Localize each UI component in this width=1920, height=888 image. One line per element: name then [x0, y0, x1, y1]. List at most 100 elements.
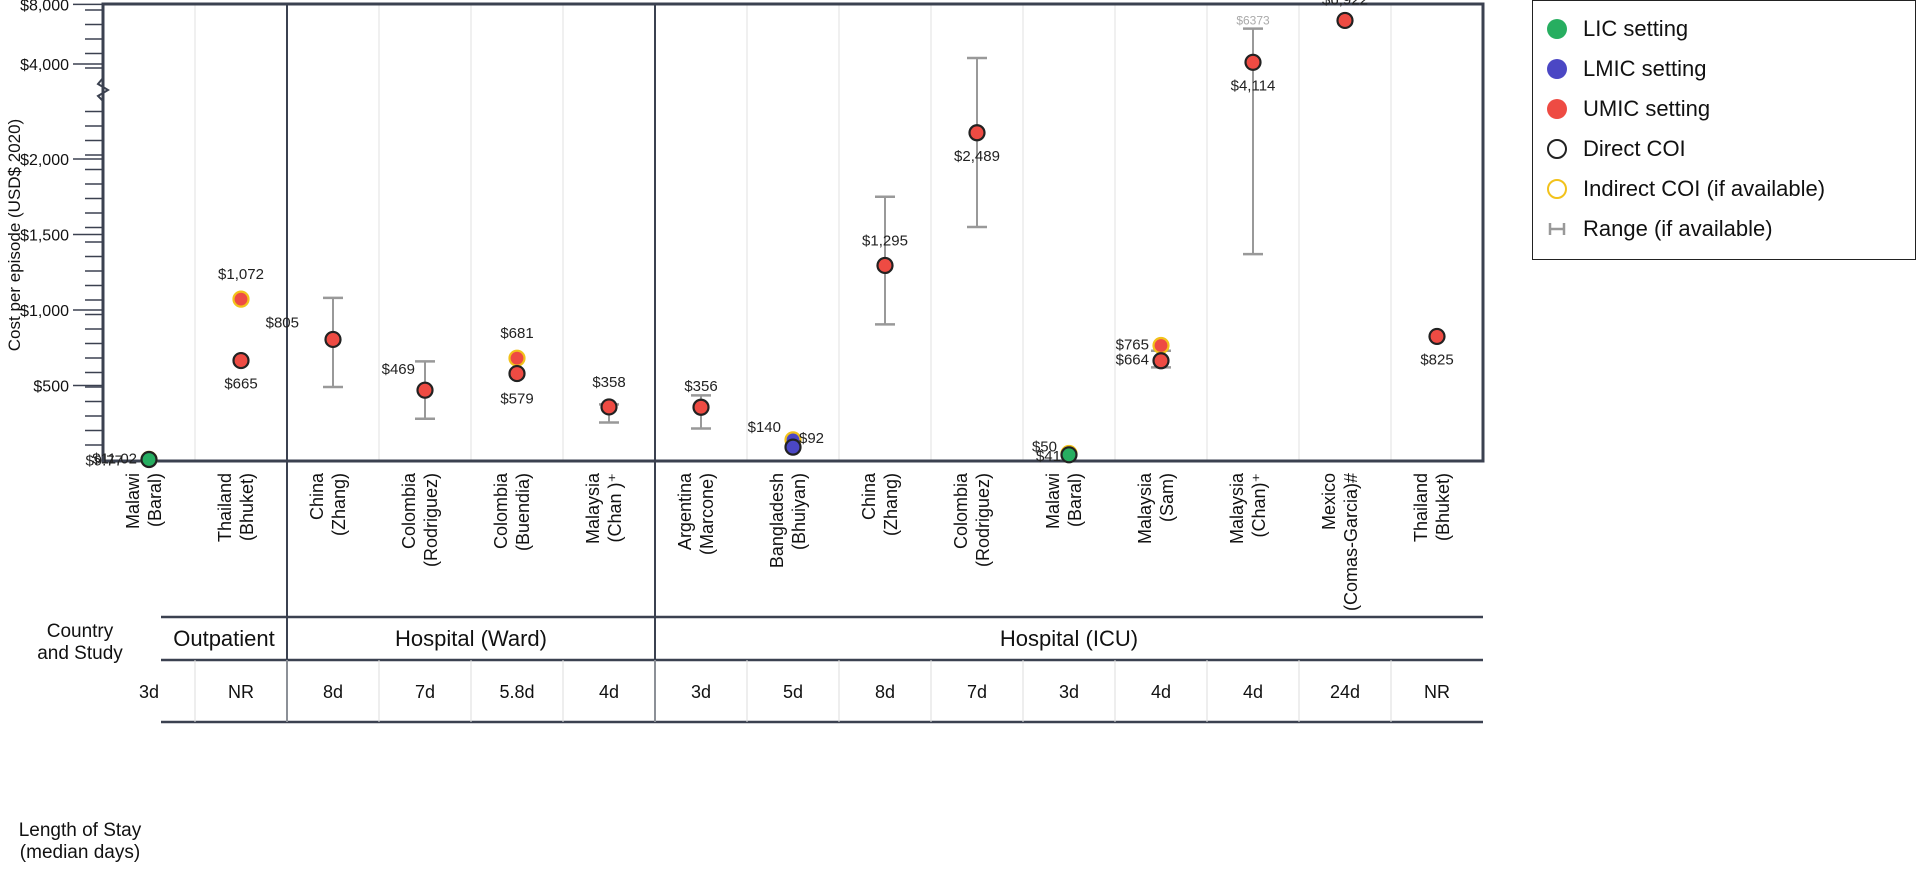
category-study: (Baral) [1065, 473, 1085, 527]
category-country: Malaysia [583, 472, 603, 544]
category-label: Mexico (Comas-Garcia)# [1319, 473, 1361, 611]
category-country: Mexico [1319, 473, 1339, 530]
category-country: Malaysia [1227, 472, 1247, 544]
data-label: $50 [1032, 438, 1057, 455]
category-label: Malaysia (Chan)⁺ [1227, 472, 1269, 544]
length-of-stay-value: 4d [599, 682, 619, 702]
length-of-stay-value: 24d [1330, 682, 1360, 702]
data-label: $765 [1116, 336, 1149, 353]
length-of-stay-value: 3d [139, 682, 159, 702]
data-label: $1,295 [862, 232, 908, 249]
length-of-stay-value: NR [1424, 682, 1450, 702]
indirect-coi-point [508, 349, 526, 367]
category-country: Thailand [215, 473, 235, 542]
legend-item-indirect: Indirect COI (if available) [1547, 171, 1825, 207]
category-study: (Zhang) [329, 473, 349, 536]
category-country: Colombia [399, 472, 419, 549]
plot-frame [101, 2, 1485, 463]
legend-item-direct: Direct COI [1547, 131, 1686, 167]
direct-coi-point [692, 398, 710, 416]
indirect-ring-icon [1547, 179, 1567, 199]
y-tick-label: $4,000 [20, 57, 69, 74]
length-of-stay-value: NR [228, 682, 254, 702]
direct-coi-point [1060, 446, 1078, 464]
data-label: $358 [592, 374, 625, 391]
y-tick-label: $500 [33, 379, 69, 396]
legend-label: Range (if available) [1583, 216, 1773, 241]
grid-layer [194, 4, 1392, 461]
data-label: $664 [1116, 352, 1149, 369]
category-study: (Baral) [145, 473, 165, 527]
lmic-swatch-icon [1547, 59, 1567, 79]
data-label: $681 [500, 325, 533, 342]
category-label: China (Zhang) [859, 472, 901, 536]
category-label: Colombia (Buendia) [491, 472, 533, 551]
category-study: (Zhang) [881, 473, 901, 536]
category-label: Bangladesh (Bhuiyan) [767, 473, 809, 568]
category-study: (Buendia) [513, 473, 533, 551]
legend-item-lmic: LMIC setting [1547, 51, 1707, 87]
category-study: (Rodriguez) [421, 473, 441, 567]
category-study: (Bhuket) [1433, 473, 1453, 541]
data-label: $469 [382, 361, 415, 378]
direct-ring-icon [1547, 139, 1567, 159]
group-label: Outpatient [173, 626, 275, 651]
category-label: Thailand (Bhuket) [215, 473, 257, 542]
length-of-stay-value: 8d [323, 682, 343, 702]
range-label: $6373 [1236, 14, 1270, 28]
category-label: Thailand (Bhuket) [1411, 473, 1453, 542]
category-study: (Sam) [1157, 473, 1177, 522]
legend-label: LIC setting [1583, 16, 1689, 41]
direct-coi-point [416, 381, 434, 399]
category-study: (Chan)⁺ [1249, 473, 1269, 538]
legend-label: LMIC setting [1583, 56, 1707, 81]
legend-item-range: Range (if available) [1547, 211, 1773, 247]
category-label: Colombia (Rodriguez) [399, 472, 441, 567]
category-study: (Bhuket) [237, 473, 257, 541]
chart-svg: $8,000 $4,000 $2,000 $1,500 $1,000 $500 Cost p… [5, 0, 1485, 724]
direct-coi-point [876, 256, 894, 275]
category-study: (Bhuiyan) [789, 473, 809, 550]
group-label: Hospital (ICU) [1000, 626, 1138, 651]
category-country: Malaysia [1135, 472, 1155, 544]
legend-label: Indirect COI (if available) [1583, 176, 1826, 201]
category-country: Colombia [491, 472, 511, 549]
range-bar-icon [1548, 223, 1566, 235]
direct-coi-point [508, 364, 526, 383]
category-country: Bangladesh [767, 473, 787, 568]
direct-coi-point [1336, 11, 1354, 30]
direct-coi-point [968, 124, 986, 142]
category-label: Argentina (Marcone) [675, 472, 717, 555]
data-label: $2,489 [954, 148, 1000, 165]
legend-item-lic: LIC setting [1547, 11, 1688, 47]
category-label: China (Zhang) [307, 472, 349, 536]
row-label-length-of-stay: Length of Stay (median days) [18, 820, 142, 863]
category-country: Malawi [123, 473, 143, 529]
data-label: $579 [500, 391, 533, 408]
indirect-coi-point [1152, 336, 1170, 355]
length-of-stay-value: 8d [875, 682, 895, 702]
indirect-coi-point [232, 290, 250, 308]
direct-coi-point [600, 398, 618, 416]
length-of-stay-value: 3d [691, 682, 711, 702]
point-layer [140, 11, 1446, 469]
axis-layer: $8,000 $4,000 $2,000 $1,500 $1,000 $500 Cost p… [5, 0, 1485, 617]
y-tick-label: $1,500 [20, 228, 69, 245]
data-label: $6,922 [1322, 0, 1368, 8]
direct-coi-point [232, 351, 250, 370]
data-label: $41 [1036, 448, 1061, 465]
data-label: $140 [748, 419, 781, 436]
label-layer: $6373 $11.02 $50 $9.77 $41 $140 $92 $1,072 $681 $… [85, 0, 1453, 470]
category-country: Argentina [675, 472, 695, 550]
category-label: Malawi (Baral) [123, 473, 165, 529]
category-country: Thailand [1411, 473, 1431, 542]
category-country: Malawi [1043, 473, 1063, 529]
direct-coi-point [1428, 327, 1446, 346]
direct-coi-point [784, 438, 802, 456]
category-label: Malaysia (Sam) [1135, 472, 1177, 544]
legend-item-umic: UMIC setting [1547, 91, 1710, 127]
category-label-layer: Malawi (Baral) Thailand (Bhuket) China (Zhang… [123, 472, 1453, 611]
length-of-stay-value: 7d [415, 682, 435, 702]
direct-coi-point [1244, 53, 1262, 71]
data-label: $1,072 [218, 266, 264, 283]
